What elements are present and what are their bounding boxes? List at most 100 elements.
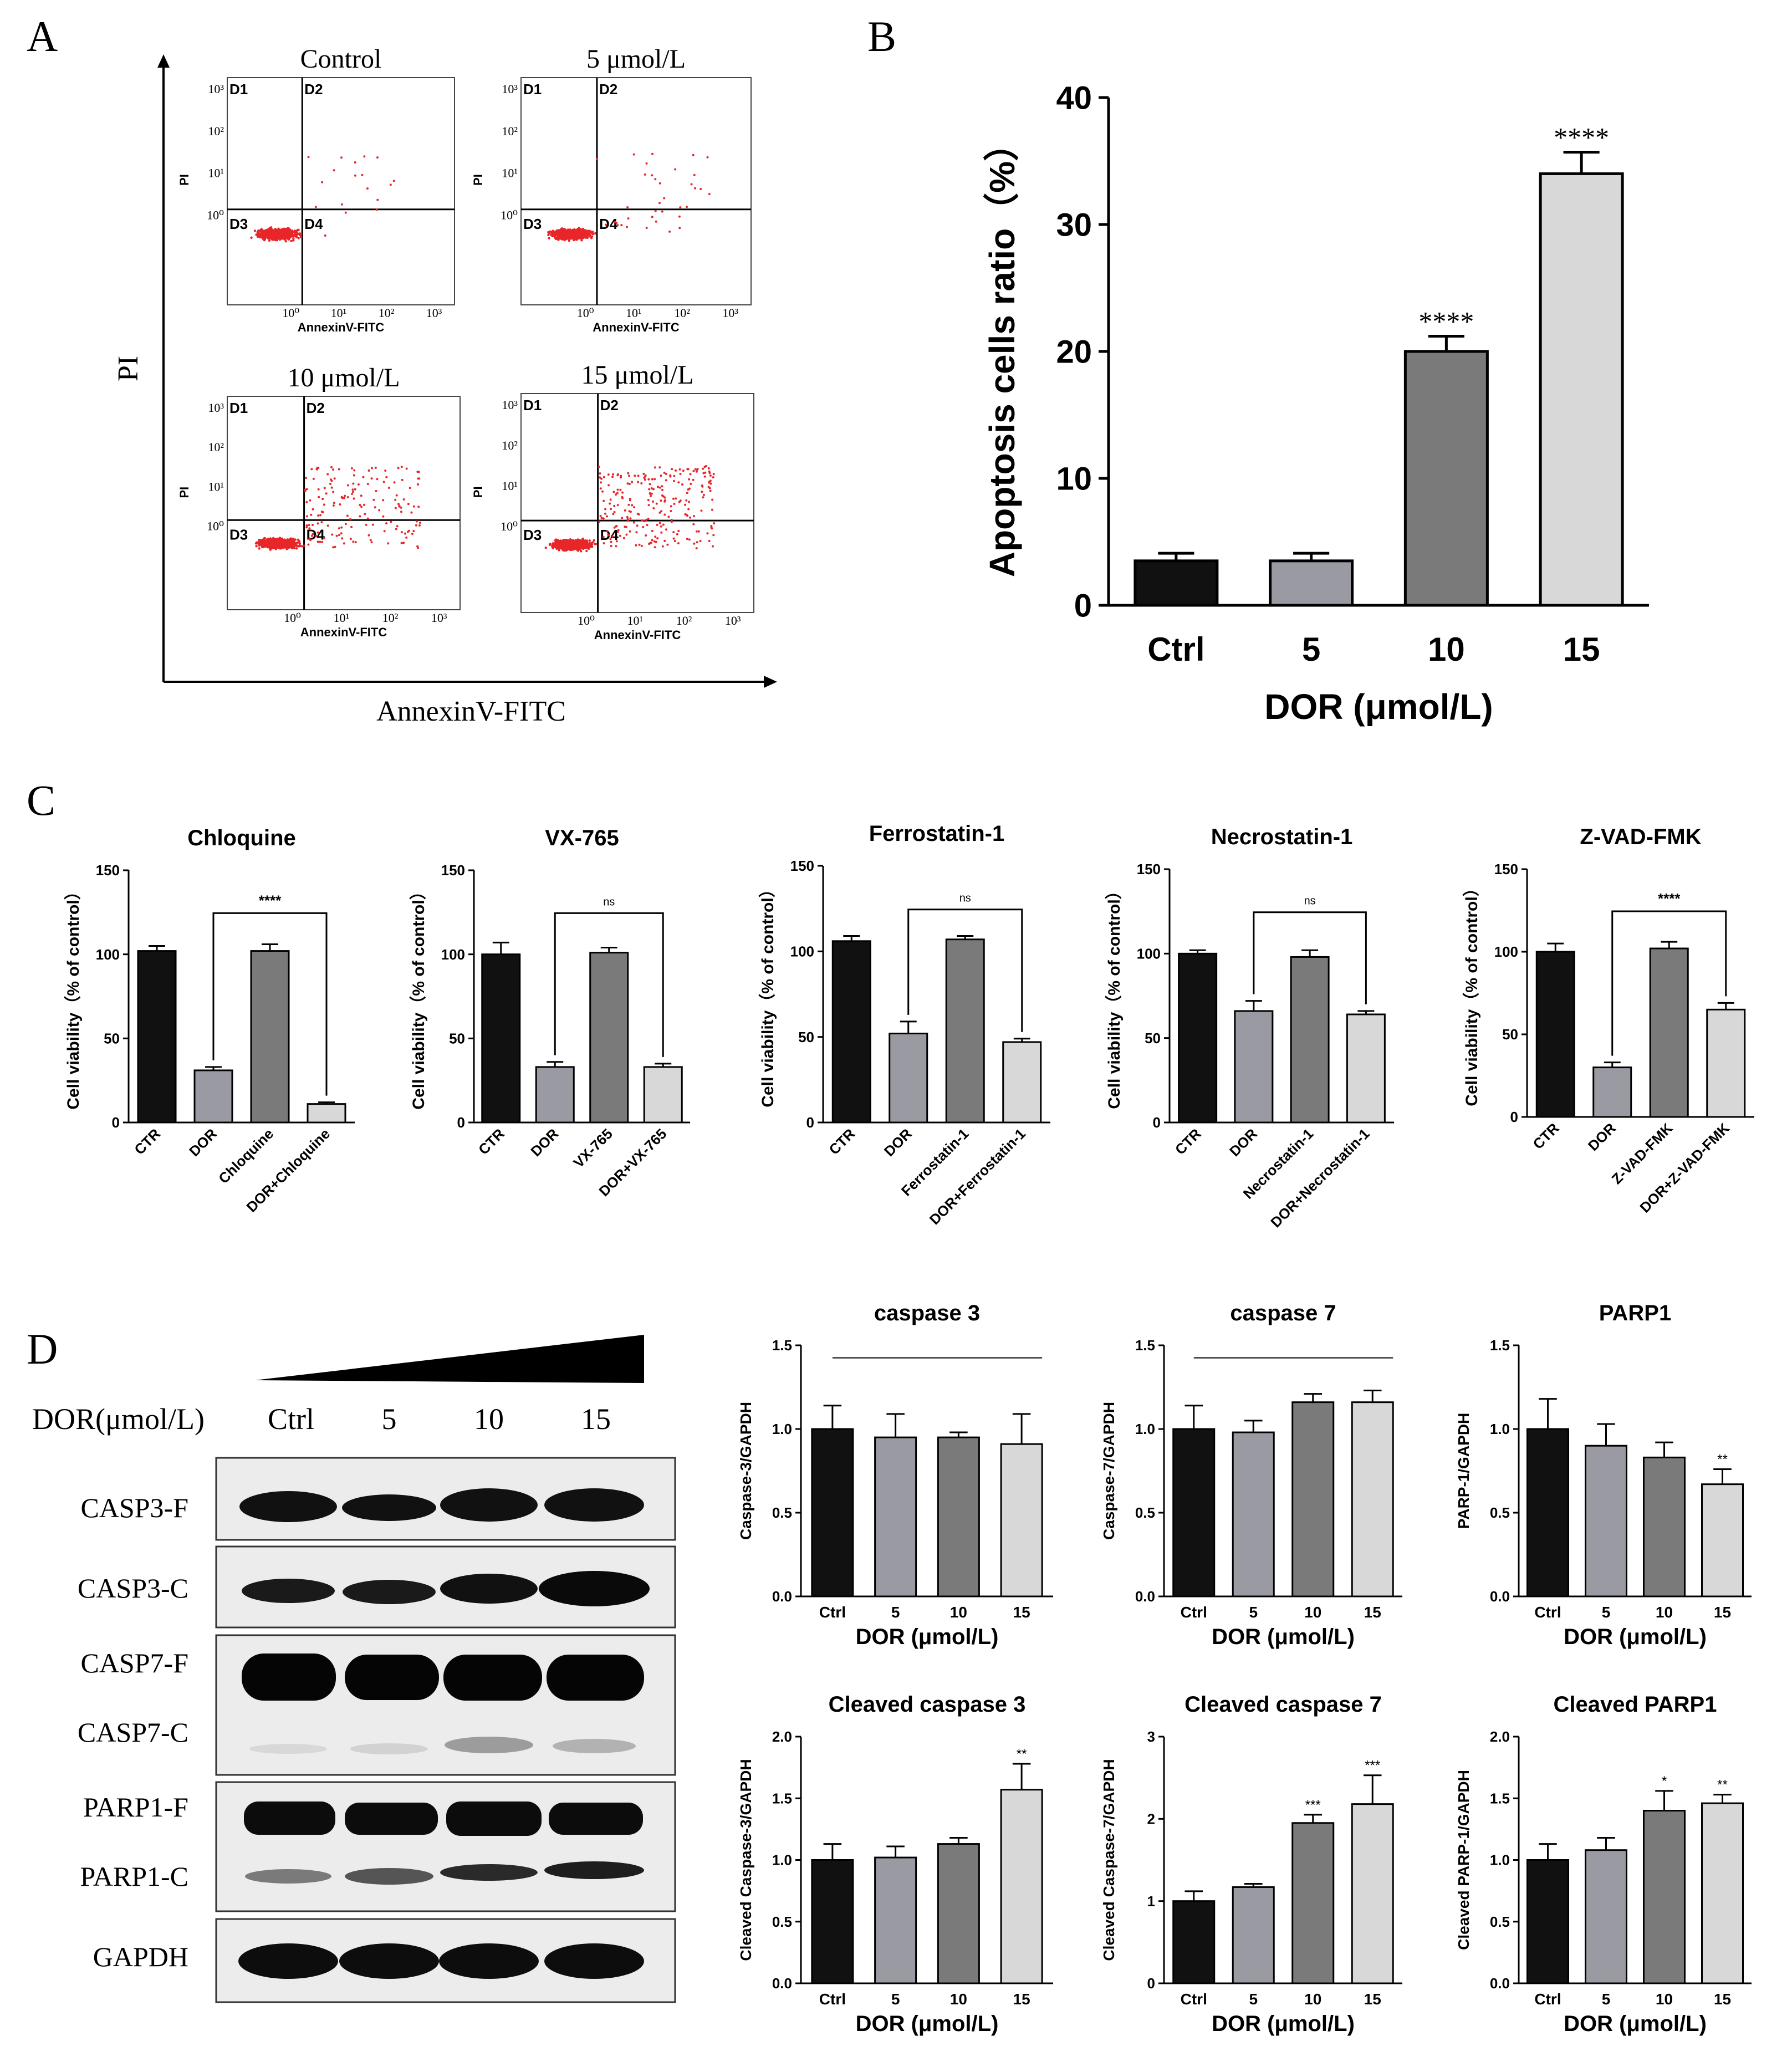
flow-dot	[316, 531, 319, 534]
y-axis-label: Cell viability（% of control）	[409, 883, 428, 1109]
flow-dot	[354, 161, 356, 164]
quadrant-label: D1	[523, 81, 542, 98]
flow-dot	[286, 227, 289, 229]
flow-dot	[626, 519, 629, 522]
flow-dot	[321, 540, 324, 543]
category-label: 15	[1364, 1991, 1381, 2008]
flow-dot	[331, 533, 334, 536]
flow-dot	[667, 516, 670, 518]
category-label: 10	[950, 1991, 967, 2008]
flow-dot	[280, 543, 283, 547]
quadrant-label: D1	[229, 400, 248, 416]
flow-dot	[712, 545, 714, 548]
bar	[1291, 1401, 1335, 1598]
y-tick-label: 1	[1147, 1893, 1155, 1910]
flow-dot	[325, 492, 328, 495]
flow-dot	[366, 517, 369, 520]
flow-xtick: 10¹	[626, 306, 642, 320]
flow-dot	[686, 538, 688, 540]
flow-dot	[586, 236, 589, 239]
flow-dot	[645, 534, 647, 537]
flow-dot	[588, 233, 591, 236]
flow-dot	[643, 477, 646, 479]
significance-bracket	[212, 912, 328, 1096]
flow-title: Control	[300, 44, 382, 74]
flow-dot	[655, 502, 658, 505]
significance-label: ns	[959, 892, 971, 905]
flow-dot	[321, 498, 324, 501]
flow-dot	[687, 468, 690, 471]
flow-dot	[298, 232, 301, 235]
flow-dot	[627, 217, 630, 220]
flow-dot	[672, 497, 675, 500]
bar	[1000, 1789, 1043, 1984]
flow-dot	[308, 527, 311, 530]
flow-dot	[283, 230, 286, 233]
flow-dot	[629, 497, 631, 500]
flow-dot	[678, 215, 681, 218]
flow-dot	[676, 533, 678, 535]
y-axis-label: Cell viability（% of control）	[1105, 882, 1124, 1109]
flow-dot	[712, 476, 714, 479]
flow-dot	[286, 237, 289, 239]
flow-dot	[590, 545, 594, 548]
flow-dot	[651, 216, 653, 218]
flow-ytick: 10¹	[208, 479, 224, 493]
flow-dot	[617, 529, 620, 532]
flow-dot	[645, 227, 648, 229]
flow-dot	[346, 514, 349, 517]
flow-plot: 5 μmol/L AnnexinV-FITC PI D1 D2 D3 D4 10³ 10² 10¹…	[471, 44, 752, 334]
flow-dot	[688, 538, 691, 541]
flow-dot	[652, 488, 655, 491]
y-tick-label: 0.5	[1490, 1913, 1510, 1930]
flow-dot	[581, 227, 584, 231]
category-label: CTR	[475, 1125, 508, 1158]
y-tick-label: 30	[1056, 207, 1092, 243]
flow-dot	[363, 155, 366, 158]
flow-dot	[561, 238, 564, 241]
flow-dot	[573, 237, 576, 240]
flow-dot	[400, 466, 403, 468]
flow-dot	[553, 542, 555, 545]
chart-c-necrostatin: 0 50 100 150 Cell viability（% of control） Nec…	[1105, 825, 1394, 1231]
flow-dot	[703, 475, 706, 478]
y-tick-label: 1.0	[1490, 1421, 1510, 1437]
significance-bracket	[1611, 910, 1727, 1056]
flow-dot	[280, 230, 283, 233]
flow-dot	[263, 544, 266, 547]
flow-dot	[647, 517, 650, 520]
flow-dot	[359, 515, 361, 518]
flow-dot	[333, 477, 336, 480]
blot-row-label: CASP7-F	[80, 1647, 188, 1678]
category-label: CTR	[1529, 1120, 1562, 1152]
y-tick-label: 0	[1074, 588, 1092, 624]
chart-title: caspase 3	[874, 1301, 980, 1325]
flow-dot	[366, 187, 369, 190]
flow-dot	[653, 466, 656, 469]
flow-dot	[593, 539, 595, 542]
flow-dot	[682, 469, 685, 472]
flow-dot	[365, 523, 367, 526]
bar	[643, 1066, 683, 1124]
panel-a-outer-axes: PI AnnexinV-FITC	[113, 54, 777, 727]
blot-row-label: CASP3-F	[80, 1492, 188, 1523]
category-label: 5	[1302, 631, 1320, 668]
flow-dot	[644, 173, 646, 176]
flow-dot	[565, 540, 569, 543]
flow-dot	[688, 478, 691, 481]
flow-dot	[310, 468, 313, 471]
y-tick-label: 50	[1145, 1030, 1161, 1047]
flow-dot	[695, 547, 698, 550]
flow-dot	[304, 489, 307, 492]
bar	[1535, 951, 1575, 1118]
flow-dot	[564, 231, 566, 233]
flow-dot	[279, 234, 282, 237]
significance-label: ****	[1658, 890, 1681, 907]
flow-dot	[281, 232, 284, 235]
y-tick-label: 1.0	[772, 1421, 792, 1437]
flow-dot	[275, 234, 278, 237]
flow-dot	[560, 234, 563, 237]
flow-dot	[312, 477, 315, 480]
flow-plot: Control AnnexinV-FITC PI D1 D2 D3 D4 10³ 10² 10¹ 1…	[177, 44, 455, 334]
flow-dot	[344, 494, 346, 497]
